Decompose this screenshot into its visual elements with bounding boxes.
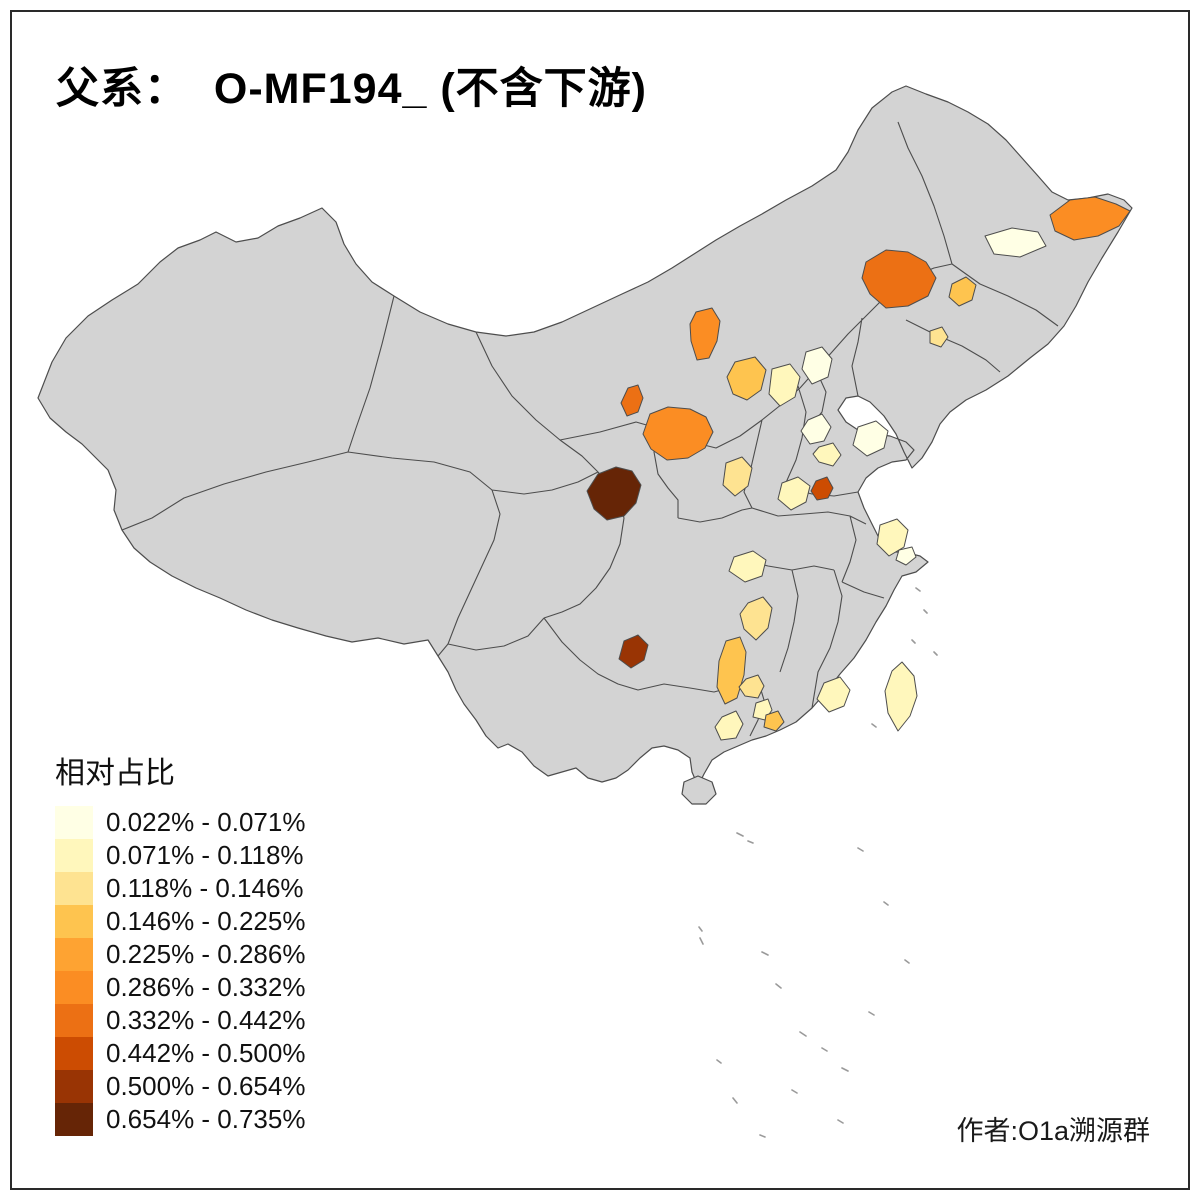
legend-item: 0.286% - 0.332% [55,971,305,1004]
choropleth-region [876,518,909,557]
map-title: 父系： O-MF194_ (不含下游) [56,65,647,113]
choropleth-region [812,442,842,467]
choropleth-region [739,596,773,641]
legend-item: 0.654% - 0.735% [55,1103,305,1136]
legend-label: 0.022% - 0.071% [106,807,306,837]
hainan-island-shape [681,775,717,805]
legend-label: 0.286% - 0.332% [106,972,306,1002]
south-china-sea-islands [698,587,938,1138]
attribution: 作者:O1a溯源群 [956,1116,1150,1146]
legend-label: 0.071% - 0.118% [106,840,304,870]
legend-label: 0.332% - 0.442% [106,1005,306,1035]
legend-swatch [55,872,93,905]
choropleth-region [620,384,644,417]
legend-swatch [55,806,93,839]
choropleth-region [801,346,833,385]
taiwan-island-region [884,661,918,732]
legend: 相对占比 0.022% - 0.071% 0.071% - 0.118% 0.1… [55,748,305,1136]
choropleth-region [800,413,832,445]
legend-swatch [55,1037,93,1070]
legend-label: 0.146% - 0.225% [106,906,306,936]
legend-swatch [55,905,93,938]
choropleth-region [586,466,642,521]
choropleth-region [895,546,917,566]
choropleth-region [763,710,785,732]
legend-item: 0.442% - 0.500% [55,1037,305,1070]
legend-item: 0.225% - 0.286% [55,938,305,971]
legend-swatch [55,938,93,971]
choropleth-region [816,676,851,713]
legend-item: 0.022% - 0.071% [55,806,305,839]
legend-item: 0.118% - 0.146% [55,872,305,905]
choropleth-region [618,634,649,669]
legend-swatch [55,1103,93,1136]
legend-label: 0.118% - 0.146% [106,873,304,903]
legend-swatch [55,1004,93,1037]
legend-swatch [55,1070,93,1103]
legend-item: 0.071% - 0.118% [55,839,305,872]
province-borders [121,121,1059,737]
legend-label: 0.225% - 0.286% [106,939,306,969]
legend-item: 0.332% - 0.442% [55,1004,305,1037]
choropleth-region [728,550,767,583]
legend-item: 0.146% - 0.225% [55,905,305,938]
choropleth-region [861,249,937,309]
choropleth-region [852,420,889,457]
legend-swatch [55,839,93,872]
choropleth-region [768,363,801,407]
choropleth-region [714,710,744,741]
choropleth-region [810,476,834,501]
choropleth-region [689,307,721,361]
choropleth-regions [586,196,1131,741]
china-mainland-shape [37,85,1133,787]
choropleth-region [722,456,753,497]
choropleth-region [1049,196,1131,241]
legend-label: 0.500% - 0.654% [106,1071,306,1101]
choropleth-region [642,406,714,461]
choropleth-region [738,674,765,699]
legend-label: 0.442% - 0.500% [106,1038,306,1068]
legend-swatch [55,971,93,1004]
legend-item: 0.500% - 0.654% [55,1070,305,1103]
legend-label: 0.654% - 0.735% [106,1104,306,1134]
choropleth-region [984,227,1047,258]
choropleth-region [929,326,949,348]
choropleth-region [948,276,977,307]
choropleth-region [777,476,811,511]
choropleth-region [726,356,767,401]
legend-title: 相对占比 [55,757,175,790]
